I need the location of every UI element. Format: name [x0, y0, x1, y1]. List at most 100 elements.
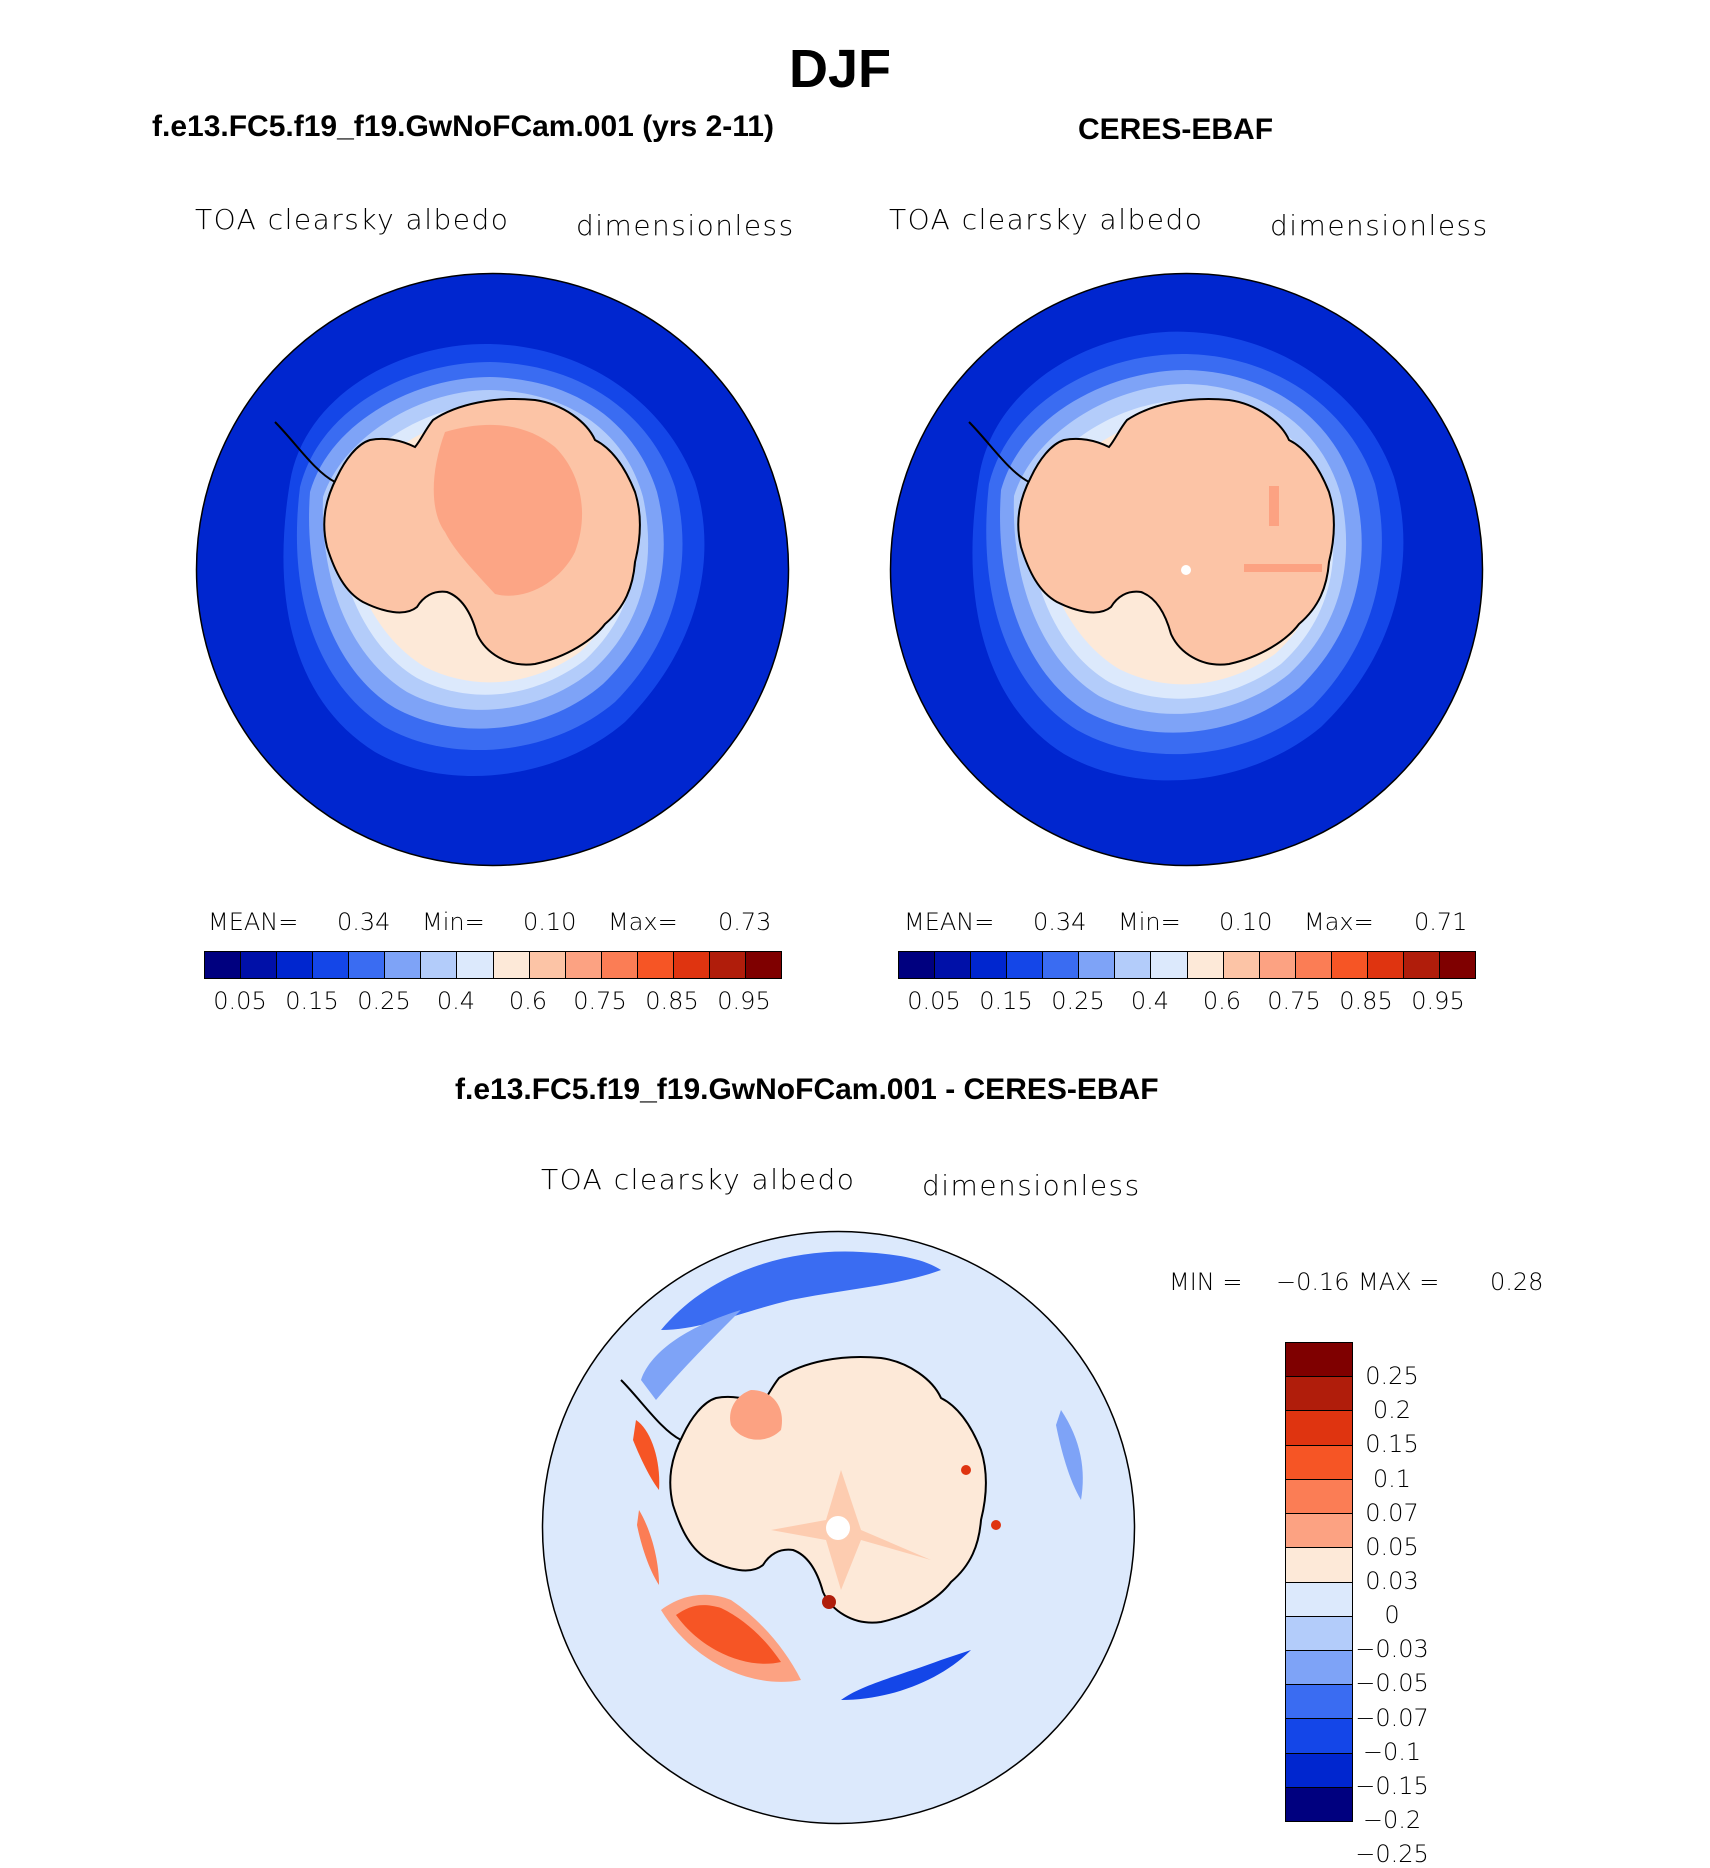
- panel-1-min-value: 0.10: [523, 908, 577, 936]
- panel-2-min-value: 0.10: [1219, 908, 1273, 936]
- colorbar-swatch: [1286, 1787, 1352, 1822]
- difference-max-value: 0.28: [1490, 1268, 1544, 1296]
- colorbar-swatch: [1403, 952, 1440, 978]
- colorbar-swatch: [1259, 952, 1296, 978]
- colorbar-swatch: [493, 952, 530, 978]
- colorbar-tick-label: 0.2: [1372, 1396, 1412, 1425]
- colorbar-swatch: [935, 952, 972, 978]
- colorbar-swatch: [899, 952, 936, 978]
- colorbar-swatch: [1286, 1753, 1352, 1788]
- difference-units: dimensionless: [922, 1169, 1141, 1202]
- colorbar-tick-label: 0.03: [1365, 1567, 1419, 1595]
- colorbar-swatch: [457, 952, 494, 978]
- colorbar-tick-label: 0.05: [1365, 1532, 1419, 1561]
- colorbar-swatch: [1439, 952, 1475, 978]
- colorbar-tick-label: −0.07: [1355, 1703, 1429, 1732]
- panel-2-colorbar: [898, 951, 1476, 979]
- difference-max-label: MAX =: [1358, 1268, 1440, 1296]
- panel-1-units: dimensionless: [576, 209, 795, 242]
- colorbar-tick-label: 0.25: [1365, 1362, 1419, 1391]
- panel-1-heading: f.e13.FC5.f19_f19.GwNoFCam.001 (yrs 2-11…: [152, 110, 774, 143]
- colorbar-tick-label: −0.2: [1362, 1806, 1422, 1834]
- colorbar-tick-label: 0.95: [717, 987, 771, 1015]
- colorbar-swatch: [1286, 1411, 1352, 1446]
- colorbar-swatch: [1286, 1514, 1352, 1549]
- colorbar-tick-label: 0: [1384, 1601, 1400, 1630]
- panel-2-max-value: 0.71: [1414, 908, 1468, 936]
- colorbar-tick-label: 0.1: [1372, 1464, 1412, 1493]
- colorbar-swatch: [277, 952, 314, 978]
- colorbar-tick-label: −0.05: [1355, 1669, 1429, 1698]
- antarctica-land: [1017, 397, 1335, 666]
- difference-map: [541, 1230, 1136, 1825]
- colorbar-swatch: [565, 952, 602, 978]
- colorbar-tick-label: 0.05: [213, 987, 267, 1015]
- panel-2-mean-value: 0.34: [1033, 908, 1087, 936]
- panel-2-mean-label: MEAN=: [904, 908, 995, 936]
- colorbar-swatch: [637, 952, 674, 978]
- colorbar-tick-label: −0.1: [1362, 1737, 1422, 1766]
- panel-2-max-label: Max=: [1304, 908, 1374, 936]
- colorbar-swatch: [1187, 952, 1224, 978]
- colorbar-tick-label: 0.25: [357, 987, 411, 1015]
- colorbar-swatch: [1331, 952, 1368, 978]
- difference-colorbar: [1285, 1342, 1353, 1822]
- colorbar-tick-label: 0.15: [1365, 1430, 1419, 1459]
- panel-2-heading: CERES-EBAF: [1078, 113, 1274, 146]
- colorbar-tick-label: 0.25: [1051, 987, 1105, 1015]
- colorbar-swatch: [385, 952, 422, 978]
- colorbar-tick-label: 0.15: [979, 987, 1033, 1015]
- colorbar-swatch: [1286, 1582, 1352, 1617]
- panel-1-max-label: Max=: [608, 908, 678, 936]
- colorbar-swatch: [1223, 952, 1260, 978]
- colorbar-swatch: [1286, 1548, 1352, 1583]
- colorbar-swatch: [349, 952, 386, 978]
- colorbar-tick-label: 0.95: [1411, 987, 1465, 1015]
- colorbar-swatch: [1007, 952, 1044, 978]
- panel-1-max-value: 0.73: [718, 908, 772, 936]
- colorbar-swatch: [1286, 1479, 1352, 1515]
- colorbar-tick-label: −0.03: [1355, 1635, 1429, 1664]
- colorbar-tick-label: −0.25: [1355, 1840, 1429, 1868]
- colorbar-swatch: [1286, 1719, 1352, 1754]
- colorbar-swatch: [1151, 952, 1188, 978]
- panel-1-mean-value: 0.34: [337, 908, 391, 936]
- figure-title: DJF: [788, 39, 891, 99]
- colorbar-swatch: [205, 952, 242, 978]
- colorbar-tick-label: 0.15: [285, 987, 339, 1015]
- colorbar-tick-label: 0.75: [573, 987, 627, 1015]
- colorbar-tick-label: 0.07: [1365, 1498, 1419, 1527]
- panel-2-units: dimensionless: [1270, 209, 1489, 242]
- colorbar-swatch: [1286, 1616, 1352, 1651]
- colorbar-swatch: [673, 952, 710, 978]
- colorbar-tick-label: 0.85: [1339, 987, 1393, 1015]
- colorbar-swatch: [1286, 1343, 1352, 1378]
- panel-1-min-label: Min=: [422, 908, 485, 936]
- colorbar-tick-label: 0.4: [436, 987, 476, 1015]
- panel-2-variable: TOA clearsky albedo: [889, 203, 1204, 236]
- colorbar-tick-label: 0.75: [1267, 987, 1321, 1015]
- colorbar-tick-label: 0.6: [508, 987, 548, 1015]
- colorbar-tick-label: 0.4: [1130, 987, 1170, 1015]
- panel-1-variable: TOA clearsky albedo: [195, 203, 510, 236]
- colorbar-swatch: [1367, 952, 1404, 978]
- colorbar-swatch: [1079, 952, 1116, 978]
- colorbar-swatch: [1286, 1685, 1352, 1720]
- colorbar-tick-label: 0.6: [1202, 987, 1242, 1015]
- colorbar-swatch: [709, 952, 746, 978]
- colorbar-swatch: [1286, 1445, 1352, 1480]
- panel-1-colorbar: [204, 951, 782, 979]
- colorbar-swatch: [529, 952, 566, 978]
- colorbar-swatch: [313, 952, 350, 978]
- panel-1-mean-label: MEAN=: [208, 908, 299, 936]
- colorbar-swatch: [421, 952, 458, 978]
- colorbar-tick-label: 0.05: [907, 987, 961, 1015]
- difference-min-value: −0.16: [1276, 1268, 1350, 1296]
- colorbar-swatch: [1115, 952, 1152, 978]
- panel-1-map: [195, 272, 790, 867]
- colorbar-swatch: [745, 952, 781, 978]
- colorbar-tick-label: −0.15: [1355, 1771, 1429, 1800]
- difference-variable: TOA clearsky albedo: [541, 1163, 856, 1196]
- colorbar-swatch: [971, 952, 1008, 978]
- colorbar-swatch: [1295, 952, 1332, 978]
